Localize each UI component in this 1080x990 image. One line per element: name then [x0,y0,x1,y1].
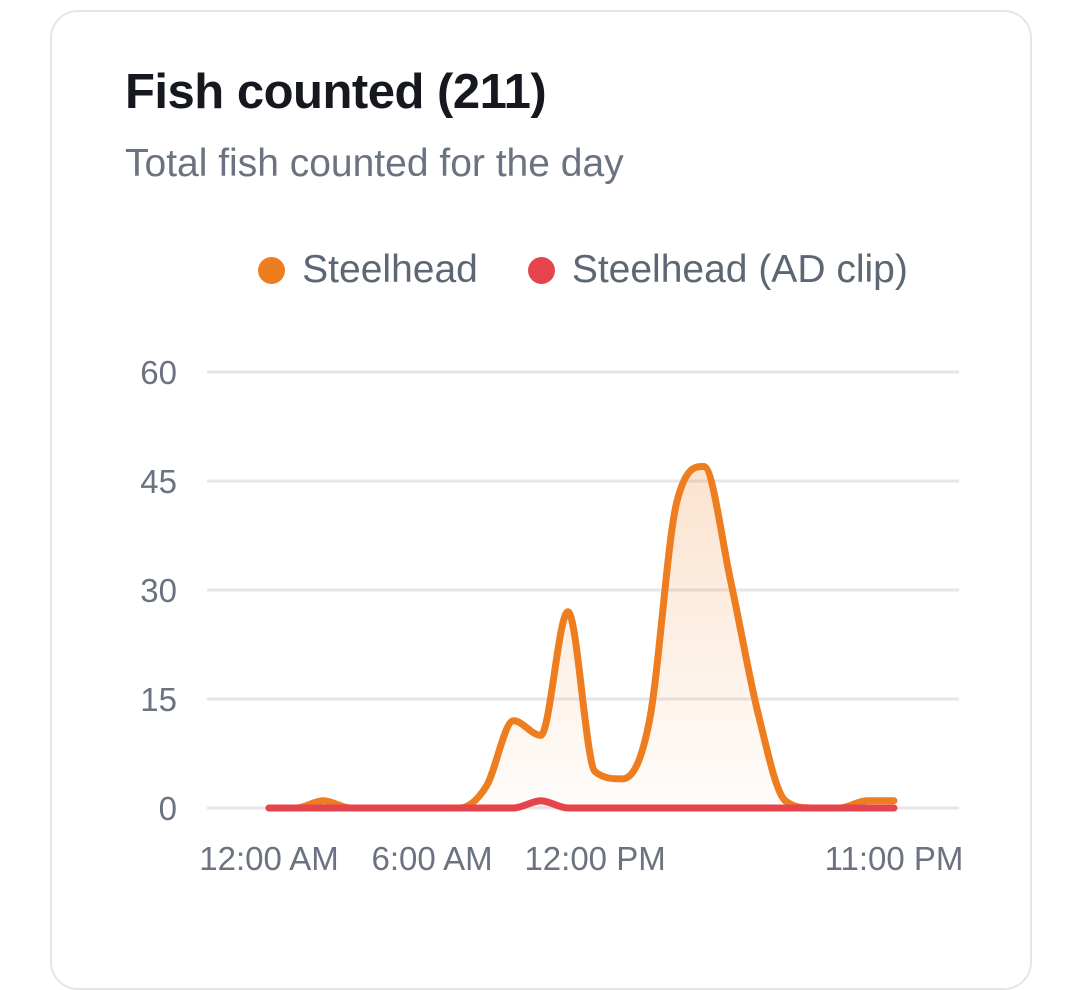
chart-legend: Steelhead Steelhead (AD clip) [207,248,959,292]
steelhead-legend-label: Steelhead [302,248,478,291]
steelhead-legend-dot-icon [258,256,286,284]
y-tick-label: 15 [140,681,177,718]
series-area-0 [269,466,894,808]
fish-count-card: Fish counted (211) Total fish counted fo… [50,10,1032,990]
x-tick-label: 12:00 PM [524,840,665,877]
series-line-1 [265,797,898,812]
steelhead-ad-clip-legend-label: Steelhead (AD clip) [571,248,908,291]
steelhead-ad-clip-legend-dot-icon [527,256,555,284]
y-tick-label: 30 [140,572,177,609]
legend-item-steelhead-ad-clip[interactable]: Steelhead (AD clip) [527,248,908,292]
fish-count-chart: 0 15 30 45 60 12:00 AM 6:00 AM 12:00 PM 11:00 PM [140,354,964,877]
x-tick-label: 6:00 AM [372,840,493,877]
page-title: Fish counted (211) [125,65,547,119]
y-tick-label: 60 [140,354,177,391]
legend-item-steelhead[interactable]: Steelhead [258,248,478,292]
y-tick-label: 45 [140,463,177,500]
card-subtitle: Total fish counted for the day [125,142,624,185]
x-tick-label: 11:00 PM [825,840,964,877]
y-tick-label: 0 [159,790,177,827]
x-tick-label: 12:00 AM [199,840,338,877]
